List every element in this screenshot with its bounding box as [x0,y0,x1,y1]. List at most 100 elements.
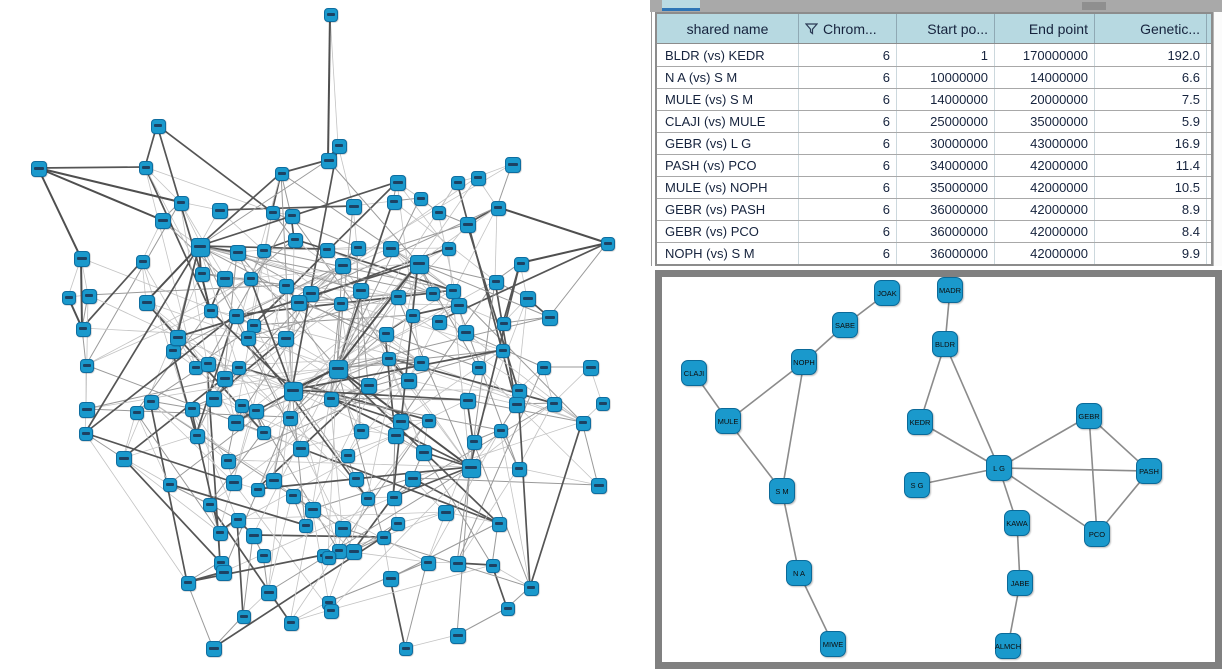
network-node[interactable] [334,297,348,311]
network-node[interactable] [335,258,351,274]
table-cell[interactable]: 36000000 [897,221,995,242]
network-node[interactable] [388,428,404,444]
subnetwork-node-N-A[interactable]: N A [786,560,812,586]
network-node[interactable] [226,475,242,491]
column-header-4[interactable]: Genetic... [1095,14,1207,43]
subnetwork-node-NOPH[interactable]: NOPH [791,349,817,375]
table-cell[interactable]: 8.9 [1095,199,1207,220]
network-node[interactable] [409,254,429,274]
network-node[interactable] [494,424,508,438]
network-node[interactable] [194,266,210,282]
network-node[interactable] [451,298,467,314]
table-scrollbar-track[interactable] [1213,12,1222,266]
scrollbar-thumb[interactable] [1082,2,1106,10]
network-node[interactable] [266,206,280,220]
subnetwork-node-MIWE[interactable]: MIWE [820,631,846,657]
subnetwork-node-KEDR[interactable]: KEDR [907,409,933,435]
table-row[interactable]: MULE (vs) S M 6 14000000 20000000 7.5 [657,88,1211,110]
table-cell[interactable]: 6 [799,67,897,88]
network-node[interactable] [75,321,91,337]
table-cell[interactable]: 6 [799,89,897,110]
network-node[interactable] [220,453,236,469]
network-node[interactable] [405,471,421,487]
network-node[interactable] [212,203,228,219]
network-node[interactable] [523,580,539,596]
network-node[interactable] [130,406,144,420]
table-row[interactable]: MULE (vs) NOPH 6 35000000 42000000 10.5 [657,176,1211,198]
network-node[interactable] [248,403,264,419]
network-node[interactable] [353,283,369,299]
network-node[interactable] [284,208,300,224]
table-cell[interactable]: 7.5 [1095,89,1207,110]
table-cell[interactable]: 42000000 [995,177,1095,198]
table-cell[interactable]: 42000000 [995,155,1095,176]
network-node[interactable] [240,330,256,346]
table-row[interactable]: NOPH (vs) S M 6 36000000 42000000 9.9 [657,242,1211,264]
subnetwork-node-JABE[interactable]: JABE [1007,570,1033,596]
network-node[interactable] [432,206,446,220]
network-node[interactable] [386,490,402,506]
table-cell[interactable]: 11.4 [1095,155,1207,176]
network-node[interactable] [451,176,465,190]
network-node[interactable] [189,428,205,444]
table-cell[interactable]: GEBR (vs) PCO [657,221,799,242]
network-node[interactable] [414,192,428,206]
table-cell[interactable]: 43000000 [995,133,1095,154]
network-node[interactable] [542,310,558,326]
network-node[interactable] [217,371,233,387]
table-cell[interactable]: 25000000 [897,111,995,132]
network-node[interactable] [180,575,196,591]
subnetwork-node-JOAK[interactable]: JOAK [874,280,900,306]
network-node[interactable] [212,525,228,541]
network-node[interactable] [136,255,150,269]
network-node[interactable] [382,352,396,366]
table-row[interactable]: GEBR (vs) PASH 6 36000000 42000000 8.9 [657,198,1211,220]
network-node[interactable] [232,361,246,375]
network-node[interactable] [150,118,166,134]
network-node[interactable] [257,244,271,258]
table-cell[interactable]: 35000000 [897,177,995,198]
network-node[interactable] [216,565,232,581]
network-node[interactable] [335,521,351,537]
subnetwork-node-PASH[interactable]: PASH [1136,458,1162,484]
table-cell[interactable]: 35000000 [995,111,1095,132]
network-node[interactable] [450,628,466,644]
table-cell[interactable]: 6 [799,177,897,198]
network-node[interactable] [401,373,417,389]
subnetwork-node-L-G[interactable]: L G [986,455,1012,481]
table-cell[interactable]: 30000000 [897,133,995,154]
table-cell[interactable]: 1 [897,44,995,66]
column-header-3[interactable]: End point [995,14,1095,43]
subnetwork-node-PCO[interactable]: PCO [1084,521,1110,547]
table-cell[interactable]: GEBR (vs) PASH [657,199,799,220]
network-node[interactable] [230,512,246,528]
network-node[interactable] [139,161,153,175]
subnetwork-node-BLDR[interactable]: BLDR [932,331,958,357]
network-node[interactable] [291,295,307,311]
subnetwork-node-MADR[interactable]: MADR [937,277,963,303]
table-cell[interactable]: GEBR (vs) L G [657,133,799,154]
column-header-2[interactable]: Start po... [897,14,995,43]
table-row[interactable]: PASH (vs) PCO 6 34000000 42000000 11.4 [657,154,1211,176]
network-node[interactable] [596,397,610,411]
network-node[interactable] [74,251,90,267]
table-cell[interactable]: 42000000 [995,199,1095,220]
network-node[interactable] [383,571,399,587]
network-node[interactable] [282,410,298,426]
column-header-0[interactable]: shared name [657,14,799,43]
table-cell[interactable]: 16.9 [1095,133,1207,154]
table-row[interactable]: N A (vs) S M 6 10000000 14000000 6.6 [657,66,1211,88]
network-node[interactable] [391,517,405,531]
table-cell[interactable]: 10.5 [1095,177,1207,198]
table-row[interactable]: GEBR (vs) L G 6 30000000 43000000 16.9 [657,132,1211,154]
network-node[interactable] [361,378,377,394]
table-cell[interactable]: CLAJI (vs) MULE [657,111,799,132]
network-node[interactable] [331,138,347,154]
network-node[interactable] [470,170,486,186]
network-node[interactable] [324,8,338,22]
network-node[interactable] [293,441,309,457]
table-cell[interactable]: 6 [799,111,897,132]
network-node[interactable] [472,361,486,375]
table-cell[interactable]: 5.9 [1095,111,1207,132]
network-node[interactable] [79,427,93,441]
